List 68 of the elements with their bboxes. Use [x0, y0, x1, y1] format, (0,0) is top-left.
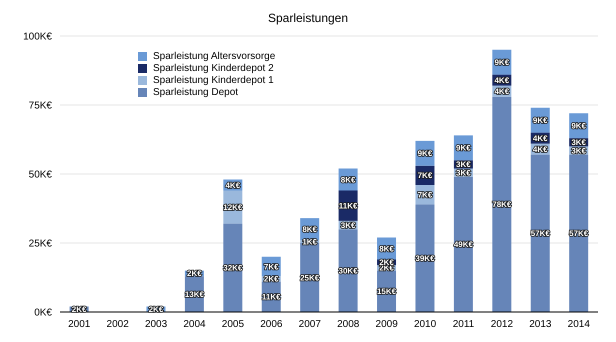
data-label: 9K€	[532, 116, 548, 126]
data-label: 2K€	[187, 269, 202, 278]
x-tick-label: 2014	[568, 319, 590, 330]
data-label: 11K€	[338, 202, 358, 211]
data-label: 3K€	[571, 146, 587, 156]
data-label: 3K€	[456, 160, 472, 170]
y-tick-label: 0K€	[34, 308, 52, 319]
data-label: 4K€	[532, 134, 548, 143]
data-label: 3K€	[571, 138, 587, 148]
data-label: 30K€	[338, 266, 358, 276]
data-label: 3K€	[340, 220, 356, 230]
data-label: 13K€	[184, 290, 205, 299]
legend-label: Sparleistung Kinderdepot 1	[153, 74, 274, 86]
bar	[569, 154, 588, 312]
data-label: 9K€	[494, 58, 510, 68]
y-tick-label: 75K€	[28, 100, 52, 112]
x-tick-label: 2005	[222, 319, 244, 330]
x-tick-label: 2011	[452, 319, 475, 330]
x-tick-label: 2010	[414, 319, 437, 330]
data-label: 7K€	[264, 262, 280, 272]
data-label: 39K€	[415, 254, 436, 264]
data-label: 4K€	[532, 145, 548, 154]
data-label: 8K€	[302, 225, 318, 234]
x-tick-label: 2004	[183, 319, 206, 330]
y-tick-label: 50K€	[28, 170, 52, 181]
data-label: 2K€	[264, 274, 280, 284]
data-label: 49K€	[454, 240, 474, 250]
legend-label: Sparleistung Kinderdepot 2	[153, 62, 274, 74]
data-label: 11K€	[262, 292, 282, 302]
x-tick-label: 2002	[106, 319, 130, 330]
bar	[530, 154, 550, 312]
data-label: 9K€	[418, 149, 433, 158]
bar	[492, 96, 512, 312]
x-tick-label: 2006	[260, 319, 283, 330]
data-label: 15K€	[376, 287, 397, 296]
data-label: 57K€	[569, 229, 589, 238]
data-label: 9K€	[456, 144, 472, 153]
data-label: 7K€	[418, 190, 433, 200]
data-label: 32K€	[223, 264, 243, 273]
bar	[454, 176, 473, 312]
data-label: 9K€	[571, 122, 587, 131]
data-label: 8K€	[340, 175, 356, 184]
bar	[415, 204, 434, 312]
data-label: 1K€	[302, 237, 318, 246]
x-tick-label: 2009	[376, 319, 398, 330]
data-label: 7K€	[418, 171, 433, 180]
x-tick-label: 2012	[490, 319, 514, 330]
y-tick-label: 25K€	[28, 238, 52, 250]
y-tick-label: 100K€	[23, 32, 52, 43]
data-label: 4K€	[225, 180, 241, 190]
x-tick-label: 2001	[68, 319, 91, 330]
data-label: 78K€	[492, 200, 512, 210]
bar	[223, 224, 242, 312]
chart-title: Sparleistungen	[266, 10, 350, 27]
data-label: 25K€	[300, 273, 320, 282]
data-label: 4K€	[494, 87, 510, 96]
data-label: 4K€	[494, 76, 510, 85]
data-label: 3K€	[456, 168, 472, 178]
data-label: 8K€	[379, 244, 394, 254]
x-tick-label: 2008	[337, 319, 360, 330]
legend-label: Sparleistung Depot	[153, 86, 238, 98]
data-label: 57K€	[530, 229, 550, 238]
x-tick-label: 2003	[144, 319, 168, 330]
x-tick-label: 2007	[298, 319, 322, 330]
data-label: 12K€	[223, 202, 243, 212]
legend-label: Sparleistung Altersvorsorge	[153, 50, 276, 62]
bar	[338, 229, 358, 312]
x-tick-label: 2013	[529, 319, 552, 330]
